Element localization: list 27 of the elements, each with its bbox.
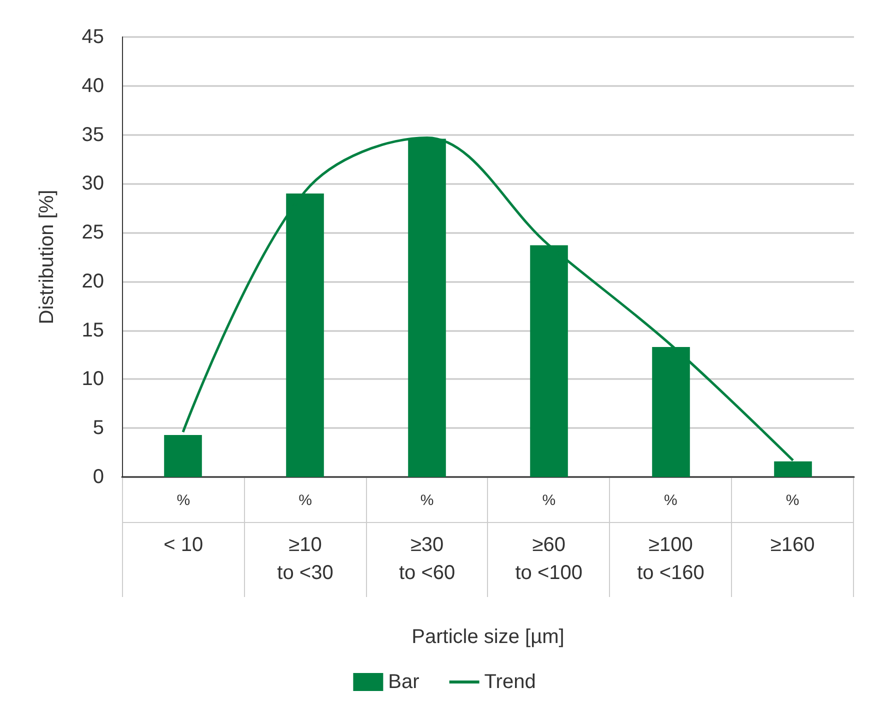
y-tick-label: 35 <box>82 124 104 146</box>
y-tick-label: 30 <box>82 172 104 195</box>
data-label: % <box>488 478 610 522</box>
y-tick-label: 15 <box>82 319 104 342</box>
x-tick-label: < 10 <box>122 522 244 597</box>
y-tick-label: 0 <box>92 466 104 488</box>
data-label: % <box>244 478 366 522</box>
legend-label: Trend <box>484 671 536 693</box>
bar <box>164 434 202 477</box>
y-tick-label: 10 <box>82 368 104 390</box>
legend-label: Bar <box>388 671 420 693</box>
x-tick-label: ≥100 to <160 <box>610 522 732 597</box>
y-tick-label: 20 <box>82 270 104 292</box>
y-tick-label: 45 <box>82 26 104 48</box>
y-tick-label: 40 <box>82 74 104 97</box>
y-tick-label: 25 <box>82 222 104 244</box>
data-label: % <box>366 478 488 522</box>
y-tick-label: 5 <box>92 417 104 440</box>
x-tick-label: ≥60 to <100 <box>488 522 610 597</box>
x-axis-title: Particle size [µm] <box>412 626 564 648</box>
x-tick-label: ≥160 <box>732 522 854 597</box>
x-tick-label: ≥10 to <30 <box>244 522 366 597</box>
data-label: % <box>122 478 244 522</box>
data-label: % <box>732 478 854 522</box>
data-label: % <box>610 478 732 522</box>
x-tick-label: ≥30 to <60 <box>366 522 488 597</box>
y-axis-title: Distribution [%] <box>36 190 58 324</box>
